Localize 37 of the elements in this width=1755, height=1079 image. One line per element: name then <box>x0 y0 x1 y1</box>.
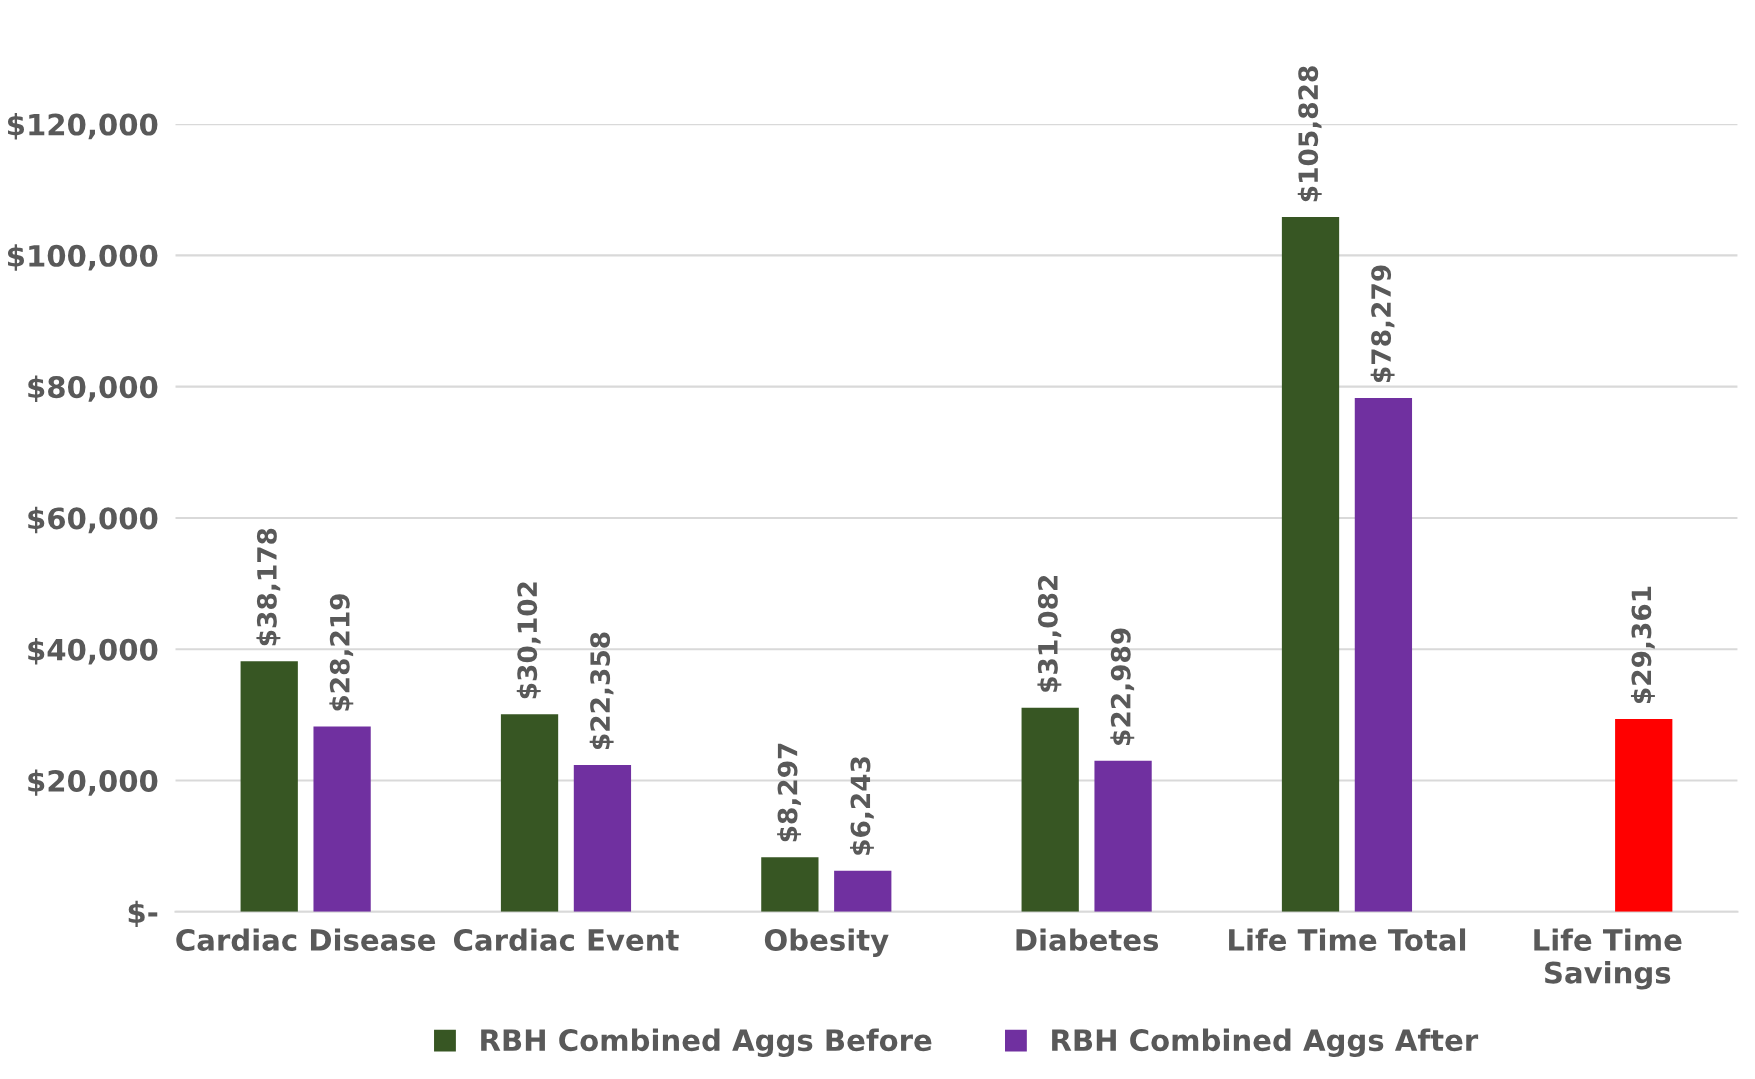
bar <box>834 870 892 912</box>
y-tick-label: $20,000 <box>28 769 158 796</box>
bar <box>240 661 298 912</box>
bar <box>761 857 819 912</box>
data-label: $29,361 <box>1630 586 1655 704</box>
bar <box>1021 707 1079 912</box>
y-tick-label: $40,000 <box>28 638 158 665</box>
x-tick-label: Life Time Total <box>1229 928 1466 951</box>
x-tick-label: Obesity <box>764 928 889 957</box>
y-tick-label: $100,000 <box>7 244 158 271</box>
data-label: $105,828 <box>1297 66 1322 202</box>
y-tick-label: $80,000 <box>28 375 158 403</box>
x-tick-label: Cardiac Disease <box>176 928 436 951</box>
data-label: $31,082 <box>1037 575 1062 692</box>
y-tick-label: $60,000 <box>28 506 158 534</box>
y-tick-label: $- <box>128 900 158 928</box>
data-label: $8,297 <box>777 743 802 842</box>
data-label: $30,102 <box>516 582 541 699</box>
data-label: $28,219 <box>329 594 354 711</box>
x-tick-label: Life Time Savings <box>1534 928 1682 990</box>
legend-label: RBH Combined Aggs Before <box>481 1028 932 1058</box>
x-tick-label: Diabetes <box>1016 928 1159 951</box>
data-label: $22,358 <box>589 632 614 750</box>
y-tick-label: $120,000 <box>7 113 158 140</box>
bar <box>1615 719 1673 912</box>
bar <box>313 726 371 912</box>
data-label: $38,178 <box>256 528 281 646</box>
legend-label: RBH Combined Aggs After <box>1052 1028 1479 1058</box>
bar <box>573 765 632 912</box>
data-label: $78,279 <box>1370 265 1395 382</box>
bar <box>1354 397 1413 912</box>
bar <box>1281 217 1340 912</box>
data-label: $22,989 <box>1110 628 1135 745</box>
bar <box>1094 760 1152 912</box>
x-tick-label: Cardiac Event <box>453 928 679 951</box>
data-label: $6,243 <box>849 757 874 855</box>
bar <box>500 714 559 912</box>
